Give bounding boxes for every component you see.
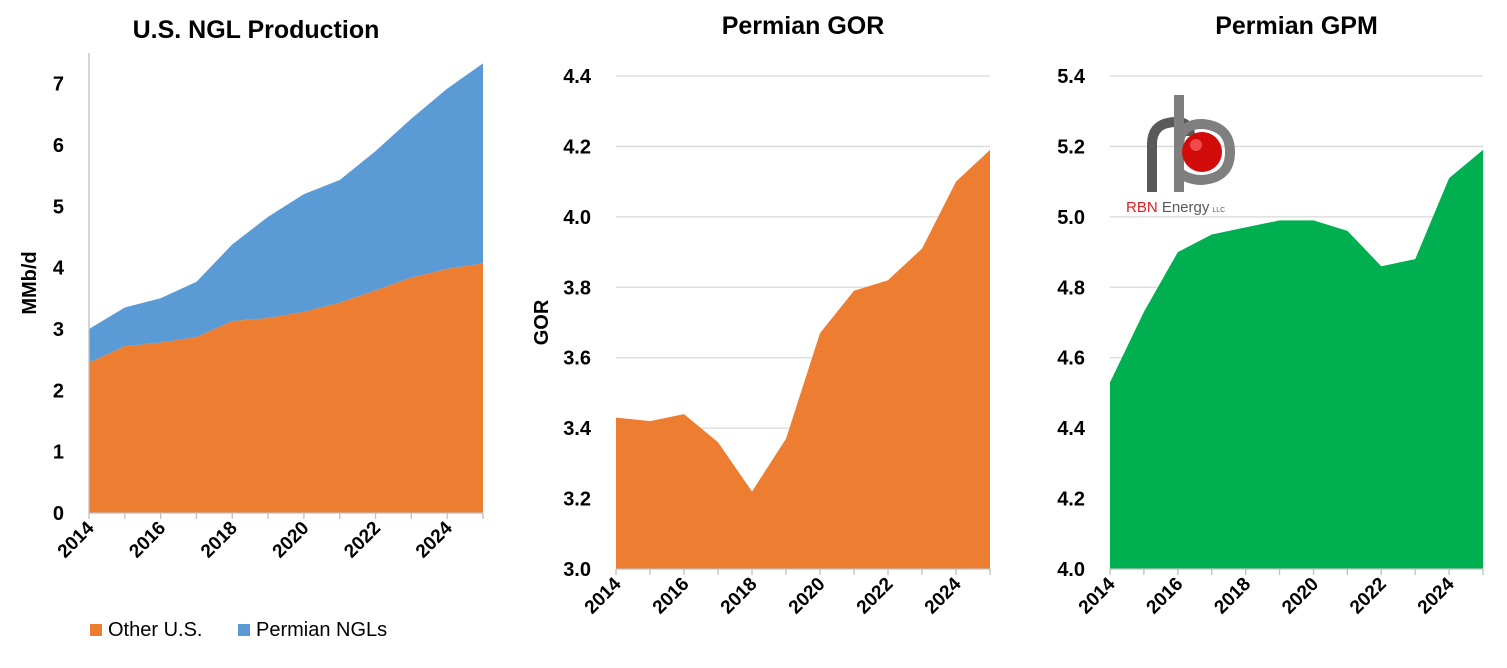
x-tick-label: 2022 <box>340 518 385 563</box>
y-tick-label: 6 <box>53 135 64 157</box>
y-tick-label: 5.4 <box>1057 66 1086 88</box>
x-tick-label: 2024 <box>412 517 457 562</box>
chart-title: Permian GOR <box>722 12 885 40</box>
y-tick-label: 4.0 <box>563 207 591 229</box>
y-tick-label: 5.2 <box>1057 136 1085 158</box>
y-tick-label: 3 <box>53 319 64 341</box>
x-tick-label: 2018 <box>1210 574 1255 619</box>
area-series-permian-ngls <box>89 63 483 363</box>
y-tick-label: 4.6 <box>1057 348 1085 370</box>
y-tick-label: 4.2 <box>563 136 591 158</box>
x-tick-label: 2022 <box>1346 574 1391 619</box>
x-tick-label: 2016 <box>1143 574 1188 619</box>
x-tick-label: 2024 <box>1414 573 1459 618</box>
legend-label: Permian NGLs <box>256 619 387 641</box>
x-tick-label: 2020 <box>785 574 830 619</box>
logo-sphere-highlight <box>1190 139 1202 151</box>
y-tick-label: 4.8 <box>1057 277 1085 299</box>
y-axis-label: GOR <box>531 299 553 345</box>
area-series-permian-gor <box>616 149 990 569</box>
area-series-other-u-s- <box>89 263 483 513</box>
y-tick-label: 4.0 <box>1057 559 1085 581</box>
legend-swatch <box>238 624 250 636</box>
y-tick-label: 4 <box>53 258 65 280</box>
x-tick-label: 2024 <box>921 573 966 618</box>
y-tick-label: 5.0 <box>1057 207 1085 229</box>
legend-swatch <box>90 624 102 636</box>
logo-text-small: LLC <box>1212 207 1225 214</box>
x-tick-label: 2020 <box>1278 574 1323 619</box>
x-tick-label: 2016 <box>125 518 170 563</box>
y-tick-label: 4.2 <box>1057 489 1085 511</box>
x-tick-label: 2022 <box>853 574 898 619</box>
legend-label: Other U.S. <box>108 619 202 641</box>
rbn-energy-logo: RBN Energy LLC <box>1126 95 1236 216</box>
logo-pipe-shape-2 <box>1174 95 1236 192</box>
y-axis-label: MMb/d <box>19 251 41 314</box>
area-series-permian-gpm <box>1110 149 1483 569</box>
y-tick-label: 3.4 <box>563 418 592 440</box>
chart-title: U.S. NGL Production <box>133 16 380 44</box>
x-tick-label: 2018 <box>197 518 242 563</box>
logo-text-red: RBN <box>1126 199 1158 216</box>
y-tick-label: 3.8 <box>563 277 591 299</box>
x-tick-label: 2016 <box>649 574 694 619</box>
y-tick-label: 1 <box>53 442 64 464</box>
y-tick-label: 4.4 <box>563 66 592 88</box>
y-tick-label: 4.4 <box>1057 418 1086 440</box>
y-tick-label: 7 <box>53 74 64 96</box>
logo-text-dark: Energy <box>1158 199 1210 216</box>
y-tick-label: 2 <box>53 380 64 402</box>
logo-wordmark: RBN Energy LLC <box>1126 199 1225 216</box>
x-tick-label: 2020 <box>269 518 314 563</box>
chart-title: Permian GPM <box>1215 12 1378 40</box>
logo-red-sphere <box>1182 132 1222 172</box>
x-tick-label: 2018 <box>717 574 762 619</box>
y-tick-label: 0 <box>53 503 64 525</box>
y-tick-label: 5 <box>53 196 64 218</box>
y-tick-label: 3.6 <box>563 348 591 370</box>
y-tick-label: 3.0 <box>563 559 591 581</box>
y-tick-label: 3.2 <box>563 489 591 511</box>
